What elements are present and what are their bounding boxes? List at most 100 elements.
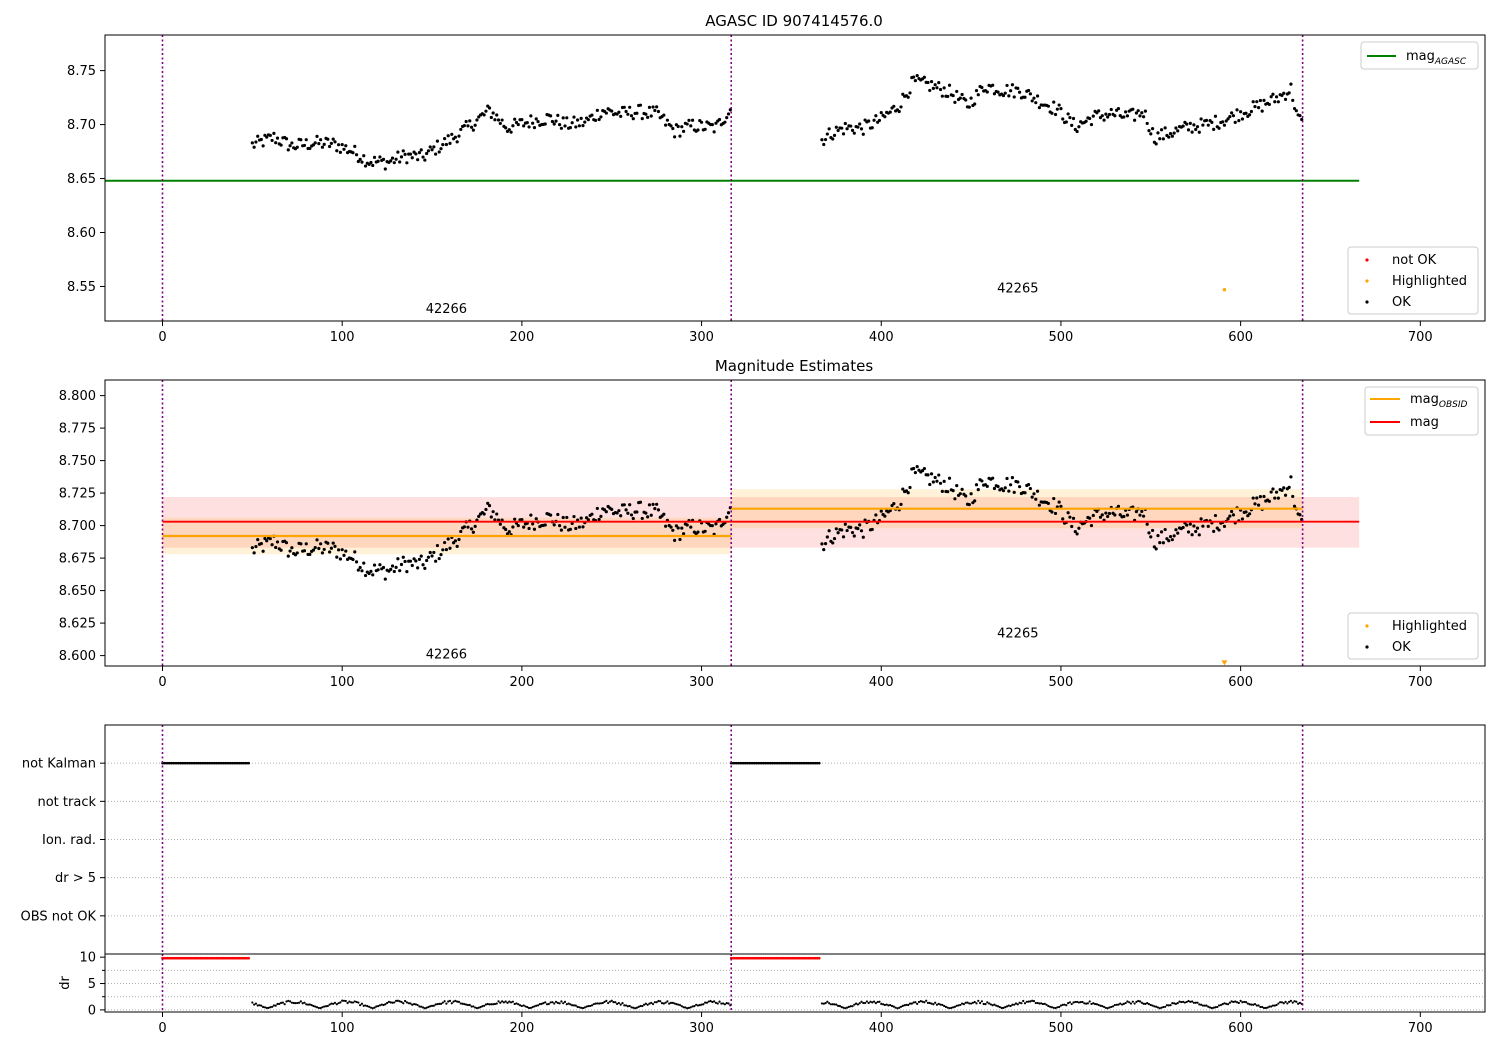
dr-point (1126, 1000, 1129, 1003)
dr-point (288, 1000, 292, 1003)
dr-point (660, 1002, 664, 1005)
dr-clipped-point (207, 956, 211, 960)
dr-point (486, 1002, 489, 1006)
dr-point (1077, 1001, 1081, 1004)
mag-ok-point (1167, 135, 1171, 139)
dr-point (955, 1004, 958, 1007)
mag-ok-point (1052, 100, 1056, 104)
dr-point (386, 1001, 389, 1005)
x-tick-label: 500 (1049, 1021, 1074, 1036)
mag-ok-point (532, 125, 537, 130)
dr-point (371, 1007, 374, 1010)
mag-ok-point (256, 134, 260, 138)
mag-ok-point (326, 541, 330, 545)
mag-ok-point (520, 118, 524, 122)
dr-point (628, 1004, 631, 1008)
dr-point (574, 1004, 577, 1007)
dr-clipped-point (773, 956, 776, 960)
mag-ok-point (1282, 486, 1286, 490)
dr-point (1133, 1002, 1136, 1005)
dr-clipped-point (744, 956, 747, 960)
x-tick-label: 0 (158, 675, 166, 690)
mag-ok-point (421, 155, 425, 159)
mag-ok-point (644, 511, 648, 515)
legend-top-agasc: magAGASC (1360, 41, 1479, 70)
dr-point (324, 1005, 328, 1008)
mag-ok-point (390, 156, 395, 160)
mag-ok-point (676, 124, 680, 129)
mag-ok-point (974, 89, 979, 93)
x-tick-label: 200 (509, 675, 534, 690)
dr-point (504, 1000, 507, 1003)
mag-ok-point (288, 144, 292, 148)
dr-point (616, 1002, 619, 1005)
dr-point (851, 1005, 854, 1008)
mag-ok-point (947, 83, 952, 87)
dr-point (662, 1002, 665, 1005)
dr-clipped-point (735, 956, 738, 960)
dr-point (439, 1002, 443, 1005)
mag-ok-point (1122, 115, 1126, 119)
dr-point (1232, 1000, 1235, 1004)
dr-point (1178, 1000, 1181, 1003)
flag-point (197, 761, 200, 765)
dr-point (858, 1002, 861, 1005)
mag-ok-point (1122, 514, 1126, 519)
dr-point (1117, 1003, 1120, 1006)
mag-ok-point (1197, 130, 1201, 134)
dr-point (837, 1004, 840, 1008)
dr-point (1016, 1003, 1019, 1006)
mag-ok-point (328, 550, 332, 554)
flag-point (171, 761, 175, 765)
mag-ok-point (1066, 112, 1070, 116)
mag-ok-point (437, 556, 441, 561)
dr-point (1171, 1001, 1174, 1005)
dr-clipped-point (787, 956, 791, 960)
dr-point (1084, 1002, 1088, 1005)
flag-point (776, 761, 780, 765)
dr-point (1090, 1002, 1093, 1006)
dr-point (950, 1006, 953, 1009)
mag-ok-point (822, 142, 826, 147)
dr-point (973, 1000, 976, 1004)
dr-clipped-point (769, 956, 773, 960)
mag-ok-point (843, 522, 847, 526)
mag-ok-point (396, 150, 400, 154)
dr-point (925, 999, 928, 1002)
mag-highlighted-point (1222, 288, 1227, 292)
dr-point (696, 1004, 700, 1007)
mag-ok-point (1292, 106, 1297, 111)
dr-point (254, 1002, 258, 1005)
mag-ok-point (455, 140, 459, 144)
obsid-label: 42266 (426, 302, 467, 317)
legend-label-mag: mag (1410, 415, 1439, 430)
dr-point (1104, 1006, 1107, 1009)
dr-point (934, 1001, 937, 1004)
x-tick-label: 300 (689, 675, 714, 690)
mag-ok-point (1125, 114, 1130, 118)
dr-point (862, 1001, 865, 1005)
mag-ok-point (444, 548, 449, 552)
mag-ok-point (931, 86, 935, 90)
mag-ok-point (263, 536, 267, 541)
mag-ok-point (597, 117, 601, 122)
dr-point (1049, 1005, 1052, 1008)
dr-point (899, 1005, 903, 1008)
dr-point (1155, 1005, 1158, 1008)
dr-point (725, 1002, 728, 1005)
dr-clipped-point (783, 956, 787, 960)
dr-point (689, 1006, 692, 1009)
mag-ok-point (507, 128, 511, 132)
mag-ok-point (1149, 132, 1153, 136)
dr-clipped-point (168, 956, 171, 960)
mag-ok-point (897, 109, 901, 114)
mag-ok-point (1255, 496, 1259, 500)
dr-point (1205, 1004, 1208, 1007)
dr-point (1191, 1000, 1194, 1003)
mag-ok-point (638, 103, 643, 107)
dr-point (303, 1001, 306, 1004)
mag-ok-point (383, 167, 387, 171)
dr-point (1088, 1000, 1091, 1003)
mag-ok-point (1106, 115, 1110, 119)
dr-point (1234, 1000, 1237, 1003)
